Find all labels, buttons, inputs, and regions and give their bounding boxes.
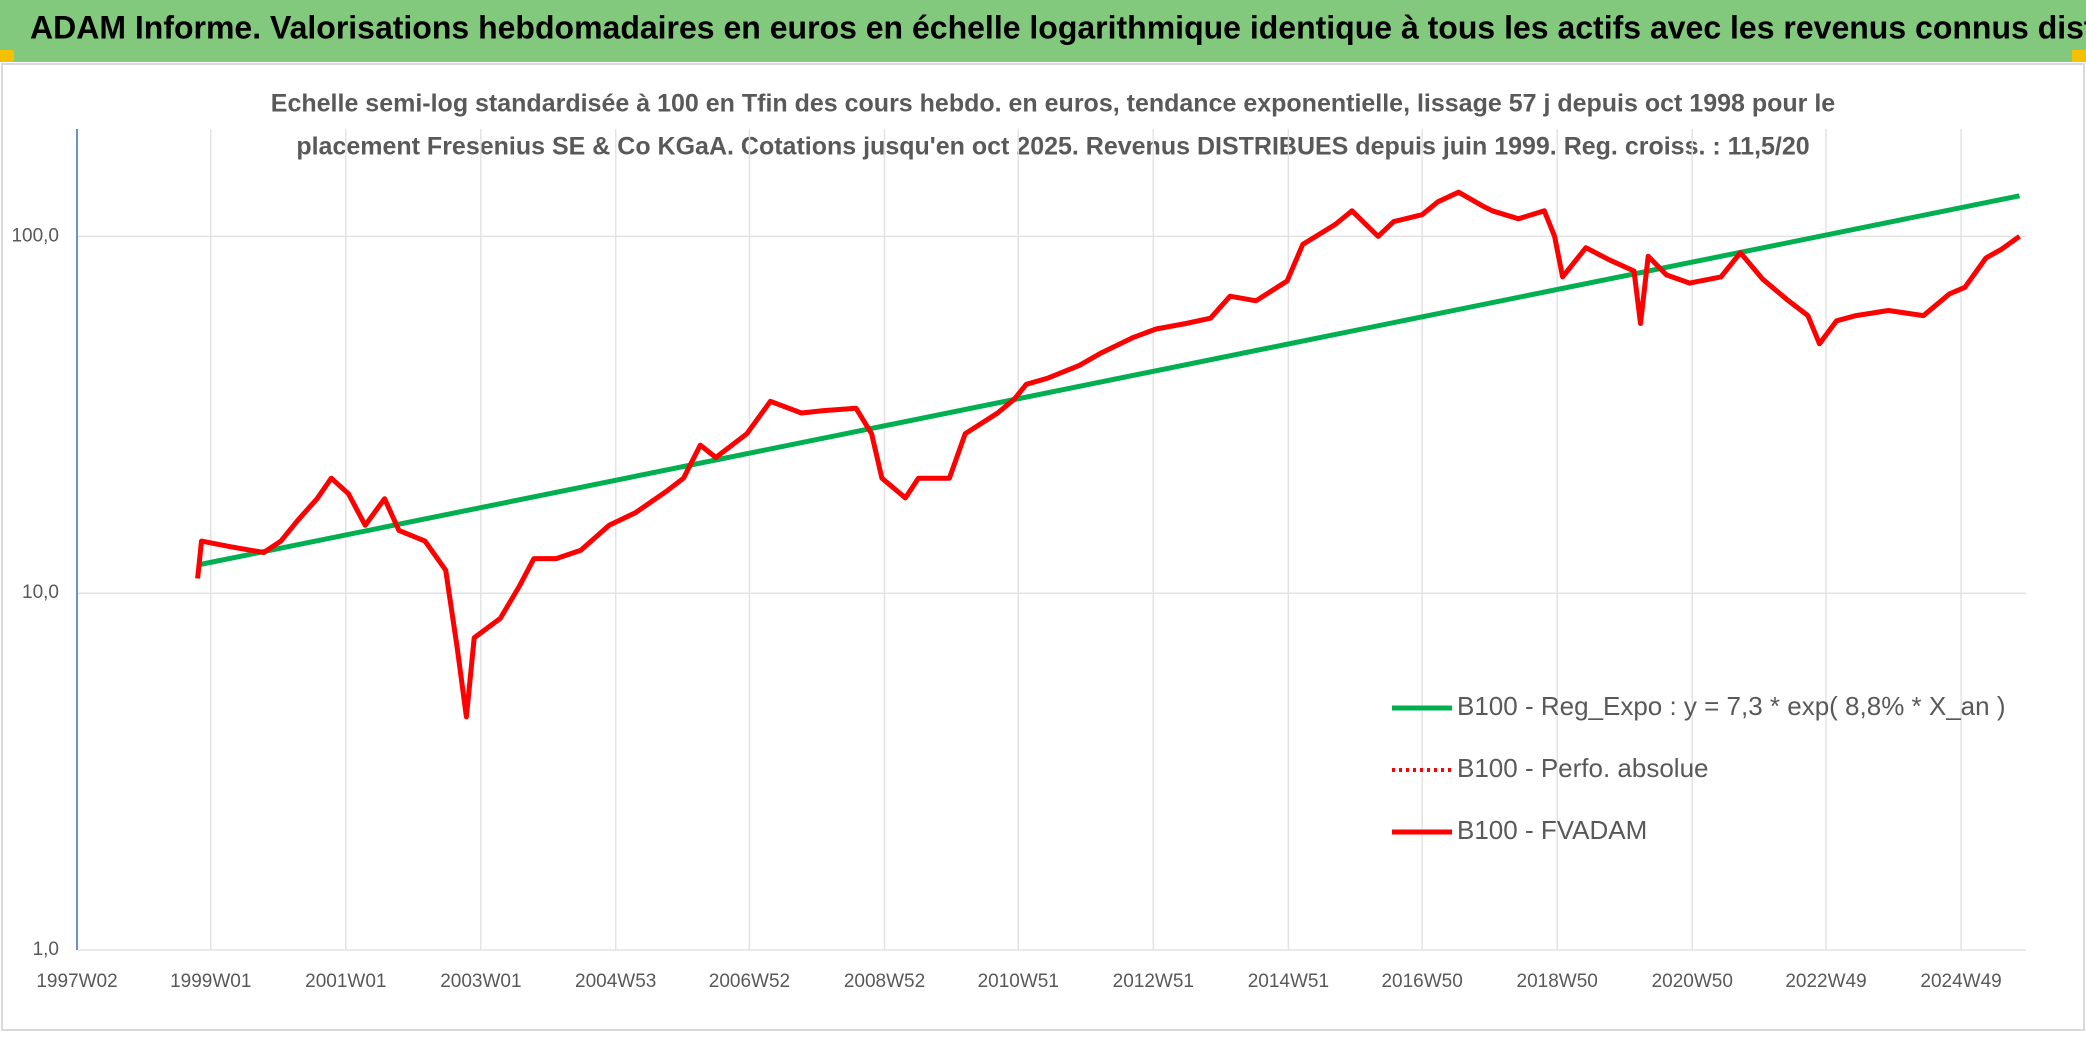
chart-frame bbox=[1, 63, 2085, 1031]
x-tick-label: 2006W52 bbox=[709, 971, 790, 992]
legend-label: B100 - FVADAM bbox=[1457, 815, 1647, 845]
x-tick-label: 2004W53 bbox=[575, 971, 656, 992]
chart-title: Echelle semi-log standardisée à 100 en T… bbox=[271, 90, 1836, 118]
legend-label: B100 - Reg_Expo : y = 7,3 * exp( 8,8% * … bbox=[1457, 691, 2006, 721]
x-tick-label: 2020W50 bbox=[1652, 971, 1733, 992]
x-tick-label: 2018W50 bbox=[1517, 971, 1598, 992]
page-title: ADAM Informe. Valorisations hebdomadaire… bbox=[30, 9, 2086, 45]
x-tick-label: 2022W49 bbox=[1785, 971, 1866, 992]
x-tick-label: 1997W02 bbox=[36, 971, 117, 992]
plot: 1997W02 1999W01 2001W01 2003W01 2004W53 2006W… bbox=[11, 129, 2026, 992]
x-tick-label: 2003W01 bbox=[440, 971, 521, 992]
x-tick-label: 2010W51 bbox=[978, 971, 1059, 992]
series-line bbox=[195, 189, 2021, 720]
x-tick-label: 2016W50 bbox=[1381, 971, 1462, 992]
x-tick-label: 2024W49 bbox=[1920, 971, 2001, 992]
y-tick-label: 10,0 bbox=[22, 582, 59, 603]
corner bbox=[0, 50, 14, 62]
chart-title: placement Fresenius SE & Co KGaA. Cotati… bbox=[296, 133, 1809, 161]
y-tick-label: 1,0 bbox=[33, 939, 59, 960]
x-tick-label: 2008W52 bbox=[844, 971, 925, 992]
x-tick-label: 2001W01 bbox=[305, 971, 386, 992]
series-line bbox=[197, 193, 2020, 568]
legend-label: B100 - Perfo. absolue bbox=[1457, 753, 1709, 783]
x-tick-label: 1999W01 bbox=[170, 971, 251, 992]
y-tick-label: 100,0 bbox=[11, 225, 59, 246]
x-tick-label: 2014W51 bbox=[1248, 971, 1329, 992]
corner bbox=[2072, 50, 2086, 62]
title-bar bbox=[0, 0, 2086, 62]
x-tick-label: 2012W51 bbox=[1113, 971, 1194, 992]
